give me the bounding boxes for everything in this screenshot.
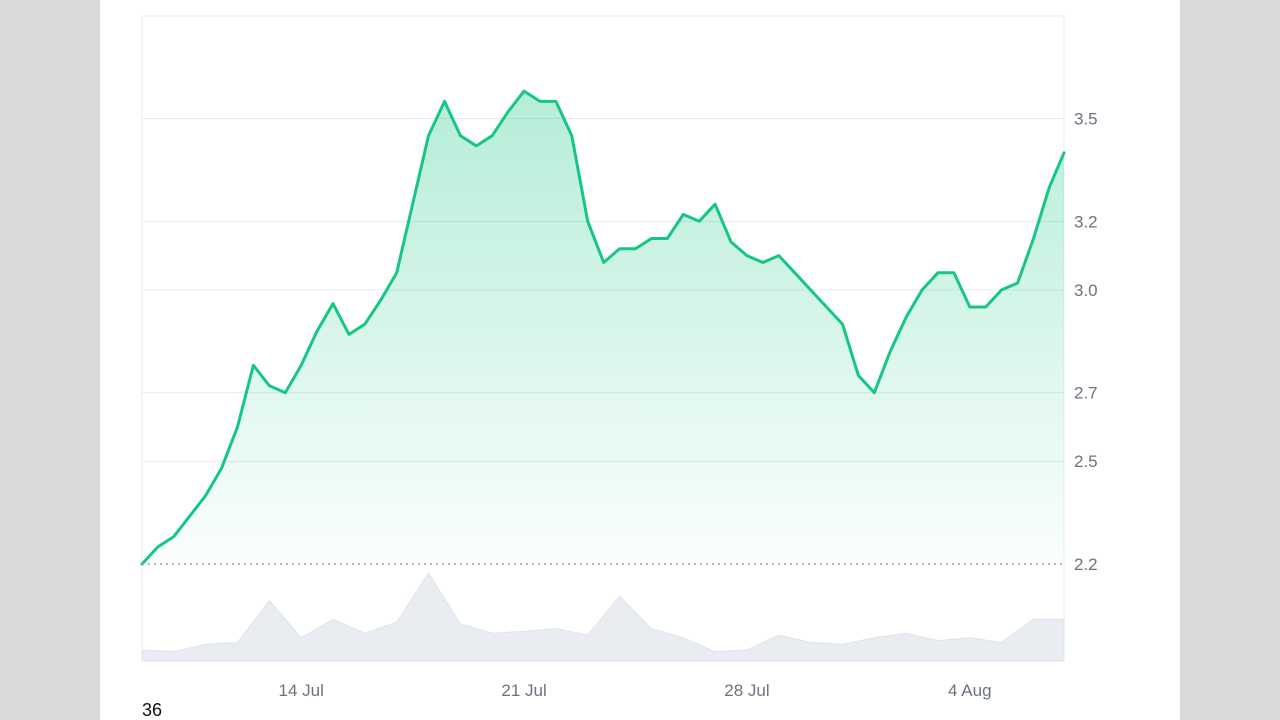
footer-number: 36 [142, 700, 163, 720]
chart-card: 3.5 3.2 3.0 2.7 2.5 2.2 14 Jul 21 Jul 28 Jul 4 A… [100, 0, 1180, 720]
y-tick-label: 2.5 [1074, 452, 1098, 471]
volume-area [141, 572, 1065, 662]
y-tick-label: 2.2 [1074, 555, 1098, 574]
x-tick-label: 4 Aug [948, 681, 992, 700]
volume-area-group [141, 572, 1065, 662]
price-line [140, 89, 1066, 566]
y-tick-label: 3.5 [1074, 110, 1098, 129]
x-tick-label: 14 Jul [279, 681, 324, 700]
price-area-fill [142, 91, 1064, 564]
x-axis-ticks: 14 Jul 21 Jul 28 Jul 4 Aug [279, 681, 992, 700]
price-area-group [140, 89, 1066, 566]
y-tick-label: 3.2 [1074, 212, 1098, 231]
y-tick-label: 2.7 [1074, 384, 1098, 403]
x-tick-label: 21 Jul [501, 681, 546, 700]
x-tick-label: 28 Jul [724, 681, 769, 700]
y-axis-ticks: 3.5 3.2 3.0 2.7 2.5 2.2 [1074, 110, 1098, 574]
price-chart: 3.5 3.2 3.0 2.7 2.5 2.2 14 Jul 21 Jul 28 Jul 4 A… [140, 15, 1098, 700]
y-tick-label: 3.0 [1074, 281, 1098, 300]
